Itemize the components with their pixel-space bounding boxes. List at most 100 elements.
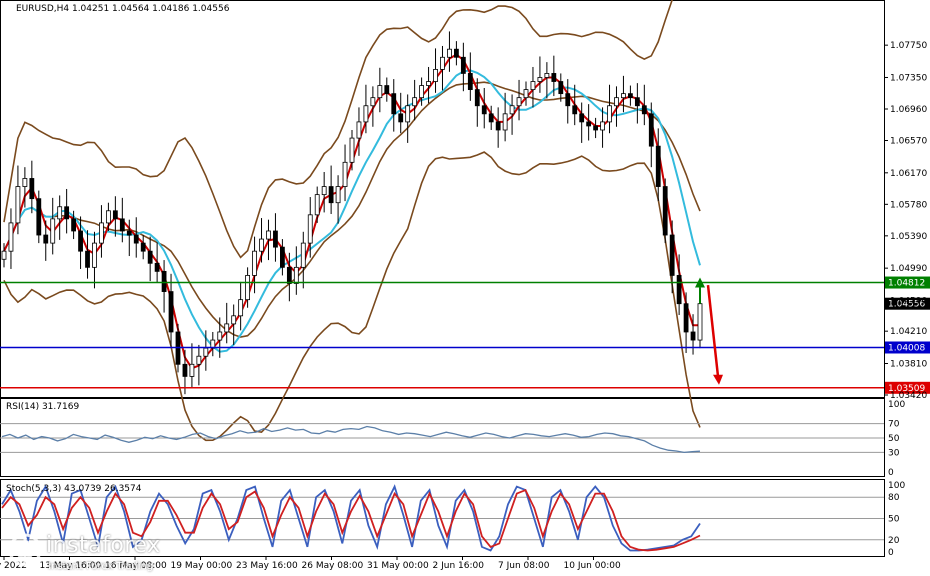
- candles: [1, 31, 703, 395]
- candle-body: [488, 113, 494, 123]
- candle-body: [1, 250, 7, 260]
- down-arrow-head: [713, 374, 723, 385]
- candle-body: [259, 238, 264, 252]
- up-arrow-head: [695, 277, 705, 288]
- price-tick-label: 1.06170: [890, 169, 927, 179]
- candle-body: [460, 56, 466, 74]
- candle-body: [586, 121, 592, 127]
- rsi-panel: 70 50 30 100 0: [0, 400, 905, 478]
- candle-body: [342, 161, 348, 187]
- candle-body: [377, 85, 383, 99]
- indicator-level-label: 50: [888, 434, 900, 444]
- time-label: 19 May 00:00: [171, 561, 233, 571]
- level-label: 1.04008: [888, 343, 925, 353]
- price-tick-label: 1.06570: [890, 136, 927, 146]
- price-tick-label: 1.03810: [890, 359, 927, 369]
- candle-body: [224, 323, 230, 333]
- candle-body: [252, 250, 257, 276]
- candle-body: [286, 266, 292, 284]
- candle-body: [71, 218, 76, 232]
- candle-body: [203, 347, 209, 357]
- candle-body: [356, 121, 362, 139]
- candle-body: [607, 105, 612, 123]
- bollinger-upper: [3, 0, 673, 259]
- indicator-level-label: 50: [888, 515, 900, 525]
- candle-body: [217, 331, 223, 341]
- price-tick-label: 1.04590: [890, 296, 927, 306]
- time-label: 26 May 08:00: [302, 561, 364, 571]
- candle-body: [8, 222, 14, 252]
- rsi-line: [1, 425, 701, 454]
- ma-slow-line: [3, 69, 701, 353]
- bollinger-lower: [3, 151, 701, 442]
- candle-body: [433, 68, 438, 82]
- candle-body: [474, 89, 480, 107]
- time-label: 7 Jun 08:00: [498, 561, 550, 571]
- candle-body: [307, 214, 313, 244]
- chart-frame: [0, 0, 885, 557]
- candle-body: [426, 81, 431, 86]
- current-price-label: 1.04556: [888, 300, 925, 310]
- candle-body: [370, 97, 376, 107]
- candle-body: [106, 210, 111, 224]
- candle-body: [391, 93, 397, 115]
- indicator-scale-min: 0: [888, 548, 894, 558]
- price-tick-label: 1.05390: [890, 232, 927, 242]
- candle-body: [509, 105, 515, 115]
- candle-body: [384, 85, 390, 95]
- candle-body: [565, 93, 571, 107]
- candle-body: [544, 73, 550, 78]
- candle-body: [99, 222, 104, 244]
- level-label-bg: [885, 381, 930, 394]
- price-tick-label: 1.04990: [890, 264, 927, 274]
- candle-body: [293, 266, 299, 284]
- candle-body: [57, 206, 63, 220]
- candle-body: [621, 93, 626, 99]
- candle-body: [676, 275, 682, 305]
- candle-body: [662, 186, 668, 236]
- candle-body: [516, 97, 522, 107]
- candle-body: [558, 81, 564, 95]
- candle-body: [579, 113, 585, 123]
- candle-body: [196, 355, 202, 365]
- candle-body: [502, 113, 508, 131]
- time-label: 31 May 00:00: [367, 561, 429, 571]
- level-label-bg: [885, 341, 930, 354]
- candle-body: [15, 186, 21, 224]
- candle-body: [600, 121, 605, 131]
- indicator-scale-max: 100: [888, 481, 905, 491]
- time-label: 4 May 2022: [0, 561, 27, 571]
- candle-body: [614, 97, 619, 107]
- candle-body: [126, 230, 132, 236]
- candle-body: [419, 85, 425, 99]
- candle-body: [119, 218, 125, 232]
- price-tick-label: 1.03420: [890, 391, 927, 401]
- candle-body: [85, 250, 90, 268]
- candle-body: [78, 230, 83, 252]
- rsi-title: RSI(14) 31.7169: [6, 402, 79, 412]
- candle-body: [182, 363, 188, 377]
- horizontal-levels: 1.04812 1.04008 1.03509 1.04556: [0, 276, 930, 394]
- candle-body: [29, 178, 35, 200]
- candle-body: [697, 303, 703, 341]
- price-tick-label: 1.07750: [890, 41, 927, 51]
- candle-body: [300, 242, 306, 268]
- time-label: 23 May 16:00: [236, 561, 298, 571]
- candle-body: [133, 234, 139, 244]
- candle-body: [245, 275, 251, 301]
- down-arrow-shaft: [706, 284, 720, 377]
- candle-body: [328, 186, 334, 204]
- candle-body: [168, 291, 174, 333]
- stoch-signal-line: [1, 488, 701, 552]
- instaforex-watermark: instaforex Instant Forex Trading: [6, 531, 206, 573]
- candle-body: [43, 234, 49, 244]
- main-panel-border: [0, 0, 885, 398]
- time-label: 16 May 08:00: [105, 561, 167, 571]
- candle-body: [683, 303, 689, 333]
- candle-body: [398, 113, 404, 123]
- candle-body: [572, 105, 578, 115]
- candle-body: [628, 93, 633, 99]
- candle-body: [669, 234, 675, 276]
